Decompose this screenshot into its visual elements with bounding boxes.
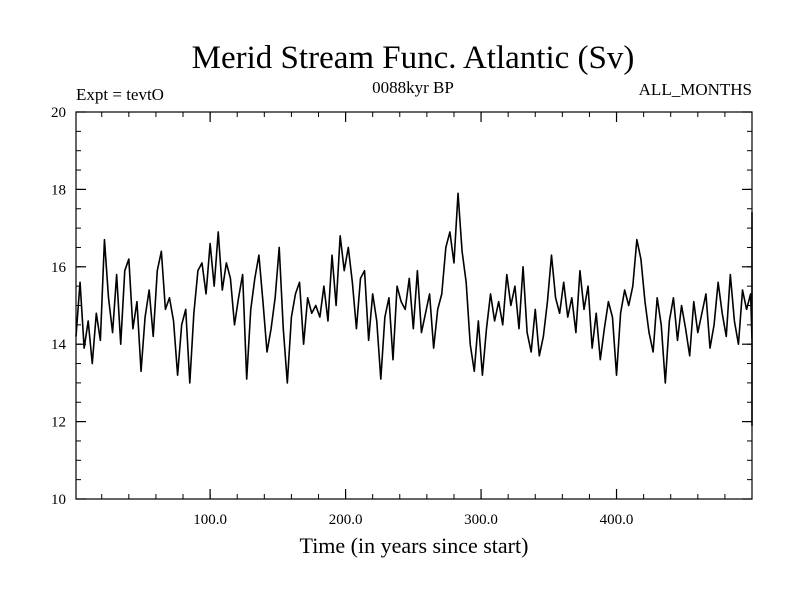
y-axis-ticks: 10 12 14 16 18 20 [51, 105, 752, 508]
y-tick-label: 18 [51, 182, 66, 198]
y-tick-label: 12 [51, 415, 66, 431]
months-label: ALL_MONTHS [639, 80, 752, 99]
y-tick-label: 14 [51, 337, 67, 353]
period-label: 0088kyr BP [372, 78, 454, 97]
x-tick-label: 100.0 [193, 512, 227, 528]
y-tick-label: 20 [51, 105, 66, 121]
x-tick-label: 400.0 [600, 512, 634, 528]
series-line [75, 192, 753, 427]
plot-frame [75, 111, 753, 500]
minor-ticks [76, 112, 752, 499]
x-tick-label: 300.0 [464, 512, 498, 528]
x-axis-label: Time (in years since start) [300, 533, 529, 558]
chart-title: Merid Stream Func. Atlantic (Sv) [192, 40, 635, 76]
x-axis-ticks: 100.0 200.0 300.0 400.0 [193, 112, 633, 528]
series-group [75, 192, 753, 427]
experiment-label: Expt = tevtO [76, 85, 164, 104]
y-tick-label: 16 [51, 260, 67, 276]
y-tick-label: 10 [51, 492, 66, 508]
x-tick-label: 200.0 [329, 512, 363, 528]
